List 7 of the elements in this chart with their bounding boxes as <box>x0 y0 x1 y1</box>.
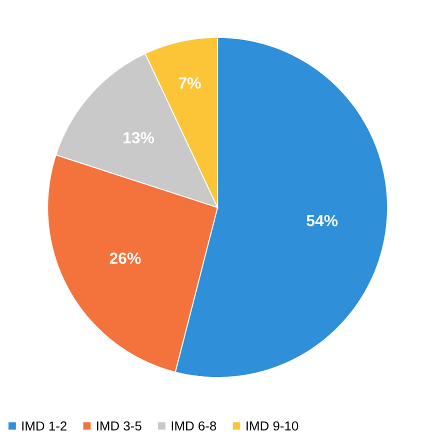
data-label: 54% <box>306 215 338 226</box>
legend-label: IMD 6-8 <box>172 421 216 431</box>
data-label: 26% <box>110 252 141 264</box>
data-label: 7% <box>178 77 201 89</box>
legend-label: IMD 1-2 <box>22 421 66 430</box>
legend-label: IMD 3-5 <box>97 421 142 431</box>
legend-label: IMD 9-10 <box>246 421 298 431</box>
